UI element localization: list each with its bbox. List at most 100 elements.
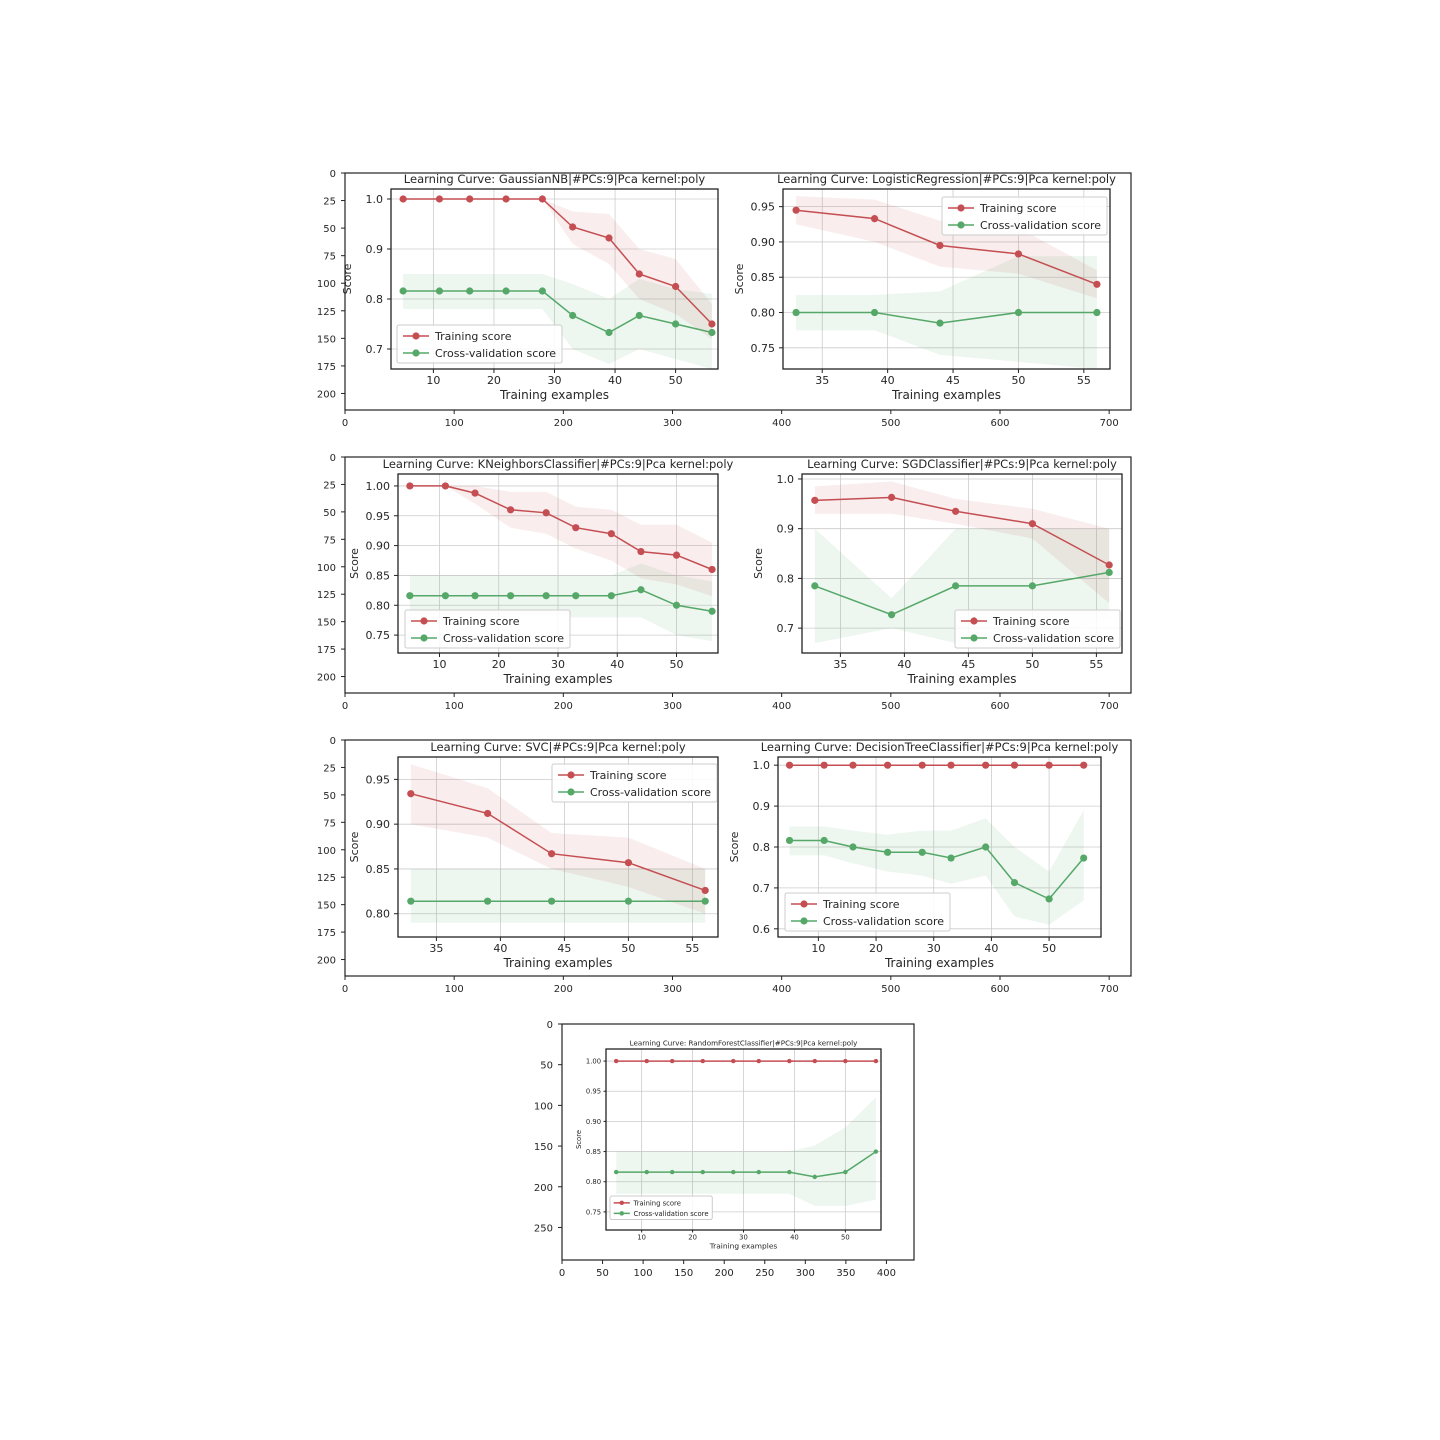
cv-score-point	[435, 287, 444, 295]
y-tick-label: 0.95	[366, 510, 391, 523]
training-score-band	[410, 764, 706, 914]
training-score-band	[814, 481, 1110, 604]
y-tick-label: 0.75	[751, 342, 776, 355]
training-score-band	[409, 485, 713, 597]
y-tick-label: 0.80	[366, 908, 391, 921]
legend-training-label: Training score	[589, 769, 667, 782]
outer-xtick-label: 300	[663, 418, 682, 429]
legend-training-marker	[420, 617, 428, 625]
cv-score-point	[1010, 878, 1019, 887]
cv-score-point	[672, 320, 680, 328]
outer-ytick-label: 50	[323, 224, 336, 235]
outer-ytick-label: 100	[317, 846, 336, 857]
training-score-point	[1080, 761, 1088, 769]
cv-score-point	[672, 601, 681, 609]
outer-figure-3: 0 50 100 150 200 250 300 350 400 0 50 100 150 200 250	[534, 1020, 915, 1279]
x-axis-label: Training examples	[499, 388, 609, 402]
legend-box	[609, 1195, 713, 1221]
cv-score-point	[792, 308, 800, 317]
outer-xtick-label: 0	[342, 701, 348, 712]
x-tick-label: 55	[1077, 374, 1091, 387]
outer-ytick-label: 175	[317, 928, 336, 939]
legend-training-marker	[957, 204, 965, 212]
x-tick-label: 20	[688, 1233, 697, 1241]
training-score-point	[873, 1058, 879, 1064]
outer-xtick-label: 500	[881, 701, 900, 712]
cv-score-point	[502, 287, 510, 295]
cv-score-point	[870, 308, 879, 317]
outer-xtick-label: 50	[596, 1268, 609, 1279]
x-tick-label: 30	[927, 942, 941, 955]
cv-score-point	[644, 1169, 649, 1175]
training-score-point	[843, 1058, 848, 1064]
training-score-point	[644, 1058, 649, 1064]
outer-ytick-label: 50	[540, 1061, 553, 1072]
x-tick-label: 50	[1011, 374, 1025, 387]
y-tick-label: 0.75	[366, 629, 391, 642]
outer-ytick-label: 25	[323, 763, 336, 774]
outer-figure-frame	[344, 456, 1132, 694]
axes-frame	[390, 188, 719, 370]
cv-score-point	[407, 897, 415, 905]
training-score-point	[635, 270, 643, 278]
cv-score-band	[789, 810, 1084, 925]
outer-ytick-label: 50	[323, 508, 336, 519]
x-axis-label: Training examples	[884, 956, 994, 970]
y-tick-label: 0.9	[753, 800, 771, 813]
outer-ytick-label: 0	[547, 1020, 553, 1031]
outer-figure-0: 0 100 200 300 400 500 600 700 0 25 50 75 100 125 150 17…	[317, 169, 1132, 429]
learning-curve-chart-4: 35 40 45 50 55 0.80 0.85 0.90 0.95 Learning Curve…	[348, 740, 719, 970]
x-tick-label: 20	[487, 374, 501, 387]
cv-score-point	[1028, 582, 1036, 590]
training-score-point	[637, 547, 645, 556]
x-axis-label: Training examples	[502, 956, 612, 970]
outer-xtick-label: 600	[990, 418, 1009, 429]
cv-score-line	[403, 290, 713, 334]
training-score-point	[502, 195, 510, 203]
x-tick-label: 50	[841, 1233, 850, 1241]
x-tick-label: 50	[669, 374, 683, 387]
cv-score-point	[701, 897, 709, 905]
training-score-point	[785, 761, 794, 769]
outer-xtick-label: 400	[772, 984, 791, 995]
learning-curve-chart-6: 10 20 30 40 50 0.75 0.80 0.85 0.90 0.95 1.00 Learni…	[575, 1038, 882, 1251]
chart-title: Learning Curve: LogisticRegression|#PCs:…	[777, 172, 1116, 186]
training-score-point	[441, 482, 450, 490]
y-axis-label: Score	[348, 548, 361, 579]
cv-score-point	[873, 1149, 879, 1154]
y-tick-label: 0.80	[366, 599, 391, 612]
training-score-point	[407, 790, 415, 798]
x-tick-label: 20	[492, 658, 506, 671]
y-tick-label: 0.90	[586, 1118, 601, 1126]
cv-score-point	[613, 1169, 619, 1175]
cv-score-point	[849, 843, 857, 851]
y-tick-label: 0.90	[751, 236, 776, 249]
legend-cv-marker	[412, 349, 420, 357]
y-tick-label: 0.85	[366, 569, 391, 582]
training-score-point	[1014, 250, 1023, 258]
training-score-point	[569, 223, 577, 231]
x-tick-label: 55	[1089, 658, 1103, 671]
outer-ytick-label: 0	[330, 169, 336, 180]
training-score-point	[849, 761, 857, 769]
outer-xtick-label: 300	[663, 984, 682, 995]
cv-score-line	[789, 839, 1085, 900]
outer-xtick-label: 600	[990, 984, 1009, 995]
training-score-point	[870, 215, 879, 223]
outer-figure-frame	[344, 172, 1132, 411]
legend-cv-marker	[420, 634, 428, 642]
outer-xtick-label: 0	[342, 418, 348, 429]
training-score-point	[466, 195, 474, 203]
outer-ytick-label: 125	[317, 873, 336, 884]
x-tick-label: 10	[637, 1233, 646, 1241]
outer-ytick-label: 25	[323, 197, 336, 208]
legend-cv-label: Cross-validation score	[590, 786, 711, 799]
outer-ytick-label: 75	[323, 252, 336, 263]
cv-score-point	[785, 836, 794, 845]
training-score-point	[883, 761, 892, 769]
outer-ytick-label: 200	[534, 1183, 553, 1194]
cv-score-band	[409, 563, 713, 642]
training-score-point	[613, 1058, 619, 1064]
outer-xtick-label: 100	[445, 984, 464, 995]
x-tick-label: 40	[881, 374, 895, 387]
